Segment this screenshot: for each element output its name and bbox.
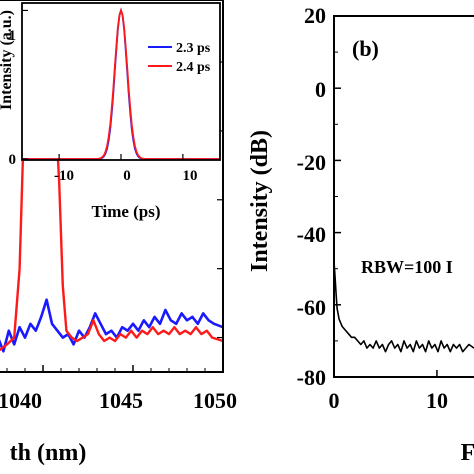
right-plot: 20 0 -20 -40 -60 -80 0 10 Intensity (dB)…	[247, 3, 474, 466]
inset-background	[22, 3, 220, 160]
inset-legend-label-0: 2.3 ps	[176, 41, 211, 56]
right-y-tick-label-0: 20	[304, 3, 326, 28]
left-main-x-tick-label-2: 1050	[193, 388, 237, 413]
right-panel-label: (b)	[352, 36, 379, 61]
right-annotation: RBW=100 I	[361, 257, 453, 277]
inset-legend-label-1: 2.4 ps	[176, 60, 211, 75]
left-main-frame	[0, 0, 224, 373]
right-x-axis-label: F	[461, 440, 474, 466]
right-series	[333, 261, 474, 353]
inset-legend: 2.3 ps 2.4 ps	[148, 41, 211, 75]
inset-y-tick-label-0: 0	[9, 152, 17, 168]
inset-y-tick-label-1: 1	[9, 28, 17, 44]
inset-x-tick-label-2: 10	[183, 168, 198, 184]
right-y-tick-label-1: 0	[315, 77, 326, 102]
inset-y-axis-label: Intensity (a.u.)	[0, 10, 15, 110]
left-main-x-axis-label: th (nm)	[10, 440, 87, 466]
inset-x-tick-label-1: 0	[123, 168, 131, 184]
right-x-tick-label-0: 0	[329, 388, 340, 413]
right-ticks	[333, 15, 438, 378]
right-frame	[333, 15, 474, 378]
right-y-tick-label-5: -80	[297, 365, 326, 390]
left-main-series-line-0	[0, 298, 224, 353]
left-main-x-tick-label-0: 1040	[0, 388, 42, 413]
left-main-x-tick-label-1: 1045	[99, 388, 143, 413]
inset-x-axis-label: Time (ps)	[91, 202, 160, 221]
inset-ticks	[22, 9, 184, 160]
left-main-ticks	[6, 61, 224, 372]
right-y-tick-label-2: -20	[297, 150, 326, 175]
inset-series-line-1	[22, 7, 220, 160]
inset-plot: 1 0 Intensity (a.u.) -10 0 10 Time (ps) …	[0, 2, 221, 221]
right-y-axis-label: Intensity (dB)	[247, 130, 273, 272]
right-series-line-0	[333, 261, 474, 353]
right-y-tick-label-4: -60	[297, 295, 326, 320]
inset-series	[22, 7, 220, 160]
inset-x-tick-label-0: -10	[54, 168, 74, 184]
right-y-tick-label-3: -40	[297, 222, 326, 247]
right-x-tick-label-1: 10	[426, 388, 448, 413]
